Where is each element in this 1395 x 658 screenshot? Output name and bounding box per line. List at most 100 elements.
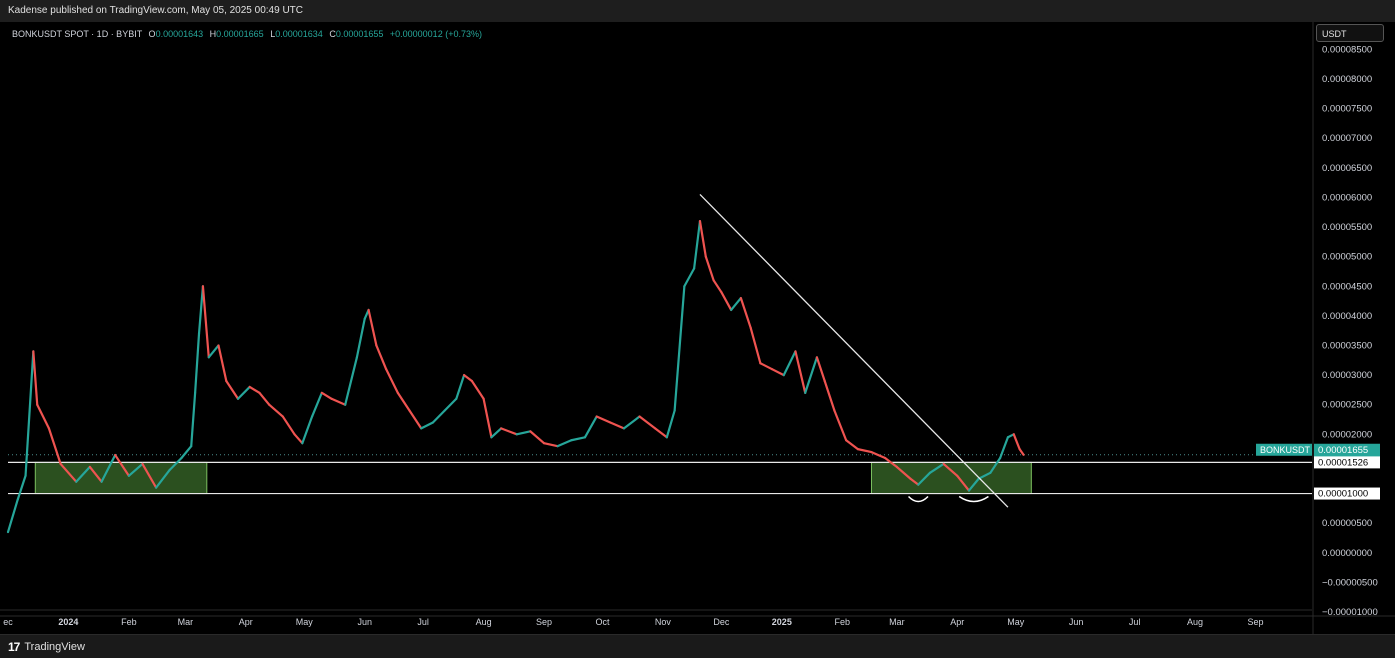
time-tick-label: Aug [476, 617, 492, 627]
price-segment [258, 391, 271, 406]
price-segment [431, 409, 446, 424]
time-tick-label: Sep [1247, 617, 1263, 627]
price-segment [989, 456, 1002, 474]
price-segment [999, 436, 1010, 460]
price-segment [455, 373, 466, 400]
price-segment [482, 397, 493, 439]
level-1-tag-bg [1314, 456, 1380, 469]
price-segment [310, 391, 323, 418]
symbol-tag-bg [1256, 443, 1312, 456]
price-tick-label: 0.00005500 [1322, 222, 1372, 233]
time-tick-label: Feb [834, 617, 850, 627]
price-segment [36, 403, 51, 430]
price-segment [673, 285, 686, 412]
price-segment [420, 421, 435, 430]
price-segment [884, 456, 898, 468]
close-value: 0.00001655 [335, 29, 384, 39]
support-zone-1 [34, 461, 208, 495]
time-tick-label: May [1007, 617, 1025, 627]
price-segment [194, 332, 201, 394]
low-label: L [270, 29, 276, 39]
price-segment [895, 465, 912, 480]
bottom-arc-2 [958, 495, 989, 503]
price-segment [16, 474, 27, 501]
price-segment [833, 409, 848, 442]
time-tick-label: Dec [713, 617, 730, 627]
price-tick-label: 0.00004000 [1322, 311, 1372, 322]
low-value: 0.00001634 [275, 29, 323, 39]
price-segment [815, 356, 826, 383]
price-segment [770, 368, 785, 377]
price-segment [967, 477, 980, 492]
price-segment [88, 465, 103, 483]
chart-area[interactable]: 0.00008500 0.00008000 0.00007500 0.00007000… [0, 22, 1395, 634]
tradingview-logo[interactable]: 17 TradingView [8, 640, 85, 654]
price-segment [654, 427, 668, 439]
level-1-tag: 0.00001526 [1318, 457, 1368, 468]
price-segment [344, 356, 359, 406]
price-segment [909, 477, 920, 486]
time-tick-label: Aug [1187, 617, 1203, 627]
price-segment [500, 427, 518, 436]
publish-header: Kadense published on TradingView.com, Ma… [0, 0, 1395, 23]
price-segment [595, 415, 612, 424]
price-segment [823, 379, 836, 412]
price-segment [293, 433, 304, 445]
legend-symbol: BONKUSDT SPOT · 1D · BYBIT [12, 29, 143, 39]
price-segment [6, 498, 19, 534]
price-segment [804, 356, 819, 394]
price-tick-label: 0.00007000 [1322, 133, 1372, 144]
price-segment [556, 439, 573, 448]
price-segment [75, 465, 91, 483]
price-segment [463, 373, 474, 383]
time-tick-label: Jul [1129, 617, 1141, 627]
price-segment [367, 308, 378, 347]
time-tick-label: Sep [536, 617, 552, 627]
price-segment [155, 468, 171, 489]
price-segment [168, 456, 183, 471]
price-segment [759, 362, 774, 371]
symbol-legend: BONKUSDT SPOT · 1D · BYBIT O0.00001643 H… [12, 29, 482, 39]
price-segment [1018, 448, 1025, 456]
close-label: C [329, 29, 336, 39]
price-segment [712, 279, 723, 294]
time-tick-label: Jul [417, 617, 429, 627]
price-segment [942, 462, 959, 477]
price-segment [622, 415, 641, 430]
price-segment [977, 471, 992, 480]
time-tick-label: Apr [950, 617, 964, 627]
time-tick-label: Mar [178, 617, 194, 627]
price-segment [698, 220, 707, 258]
price-segment [782, 350, 797, 377]
price-segment [236, 385, 251, 400]
price-segment [529, 430, 546, 445]
symbol-tag: BONKUSDT [1260, 445, 1311, 455]
price-segment [1012, 433, 1021, 451]
price-segment [704, 255, 715, 282]
price-segment [638, 415, 657, 430]
price-segment [100, 453, 117, 483]
change-value: +0.00000012 (+0.73%) [389, 29, 482, 39]
price-segment [32, 350, 39, 406]
price-segment [408, 409, 423, 430]
price-tick-label: 0.00000000 [1322, 548, 1372, 559]
price-segment [217, 344, 228, 383]
level-2-tag: 0.00001000 [1318, 489, 1368, 500]
currency-unit-selector[interactable]: USDT [1316, 24, 1384, 42]
time-tick-label: May [296, 617, 314, 627]
time-tick-label: Mar [889, 617, 905, 627]
open-value: 0.00001643 [155, 29, 204, 39]
time-tick-label: 2024 [58, 617, 78, 627]
price-segment [47, 427, 62, 466]
price-segment [845, 439, 859, 451]
price-tick-label: 0.00008500 [1322, 44, 1372, 55]
high-label: H [209, 29, 217, 39]
price-segment [515, 430, 532, 436]
chart-background [0, 22, 1395, 634]
price-segment [197, 285, 205, 335]
time-tick-label: Oct [595, 617, 610, 627]
price-chart[interactable]: 0.00008500 0.00008000 0.00007500 0.00007000… [0, 22, 1395, 634]
price-tick-label: 0.00008000 [1322, 74, 1372, 85]
price-segment [609, 421, 626, 430]
high-value: 0.00001665 [216, 29, 264, 39]
